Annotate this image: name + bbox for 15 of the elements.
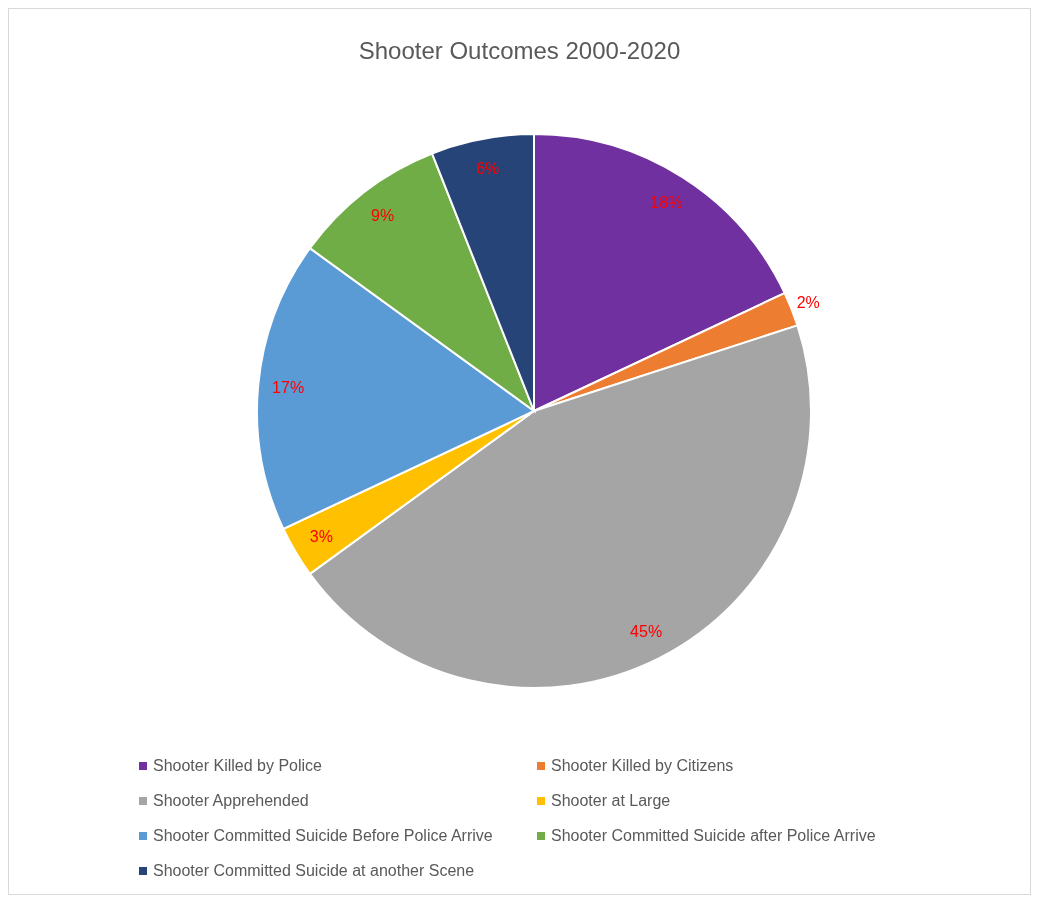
data-label: 17% bbox=[272, 379, 305, 397]
data-label: 3% bbox=[309, 528, 333, 546]
legend-label: Shooter Apprehended bbox=[153, 792, 309, 810]
data-label: 6% bbox=[476, 159, 500, 177]
legend-label: Shooter Committed Suicide at another Scene bbox=[153, 862, 475, 880]
data-label: 9% bbox=[371, 207, 395, 225]
data-label: 18% bbox=[650, 193, 683, 211]
legend-label: Shooter at Large bbox=[551, 792, 671, 810]
data-label: 2% bbox=[796, 293, 820, 311]
legend-label: Shooter Killed by Citizens bbox=[551, 757, 734, 775]
legend-label: Shooter Committed Suicide Before Police Arrive bbox=[153, 827, 493, 845]
legend-label: Shooter Killed by Police bbox=[153, 757, 322, 775]
legend-label: Shooter Committed Suicide after Police Arrive bbox=[551, 827, 876, 845]
chart-title: Shooter Outcomes 2000-2020 bbox=[357, 37, 682, 65]
data-label: 45% bbox=[630, 622, 663, 640]
